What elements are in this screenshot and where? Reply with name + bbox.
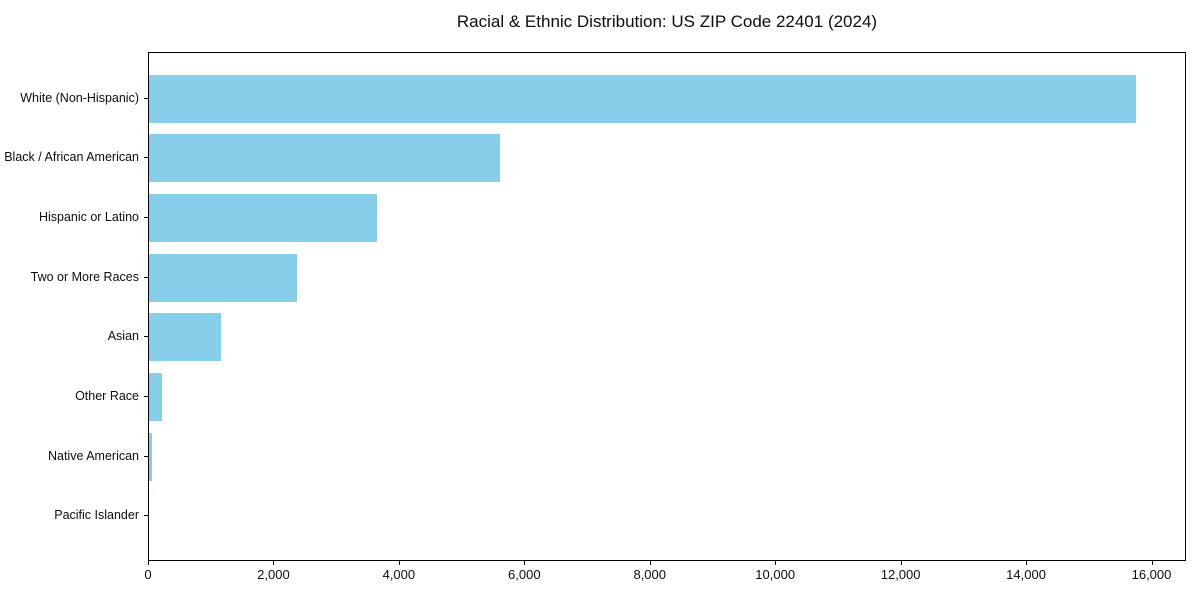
y-tick-mark xyxy=(144,97,148,99)
y-tick-mark xyxy=(144,157,148,159)
x-tick-label: 16,000 xyxy=(1131,567,1172,582)
x-tick-label: 4,000 xyxy=(382,567,416,582)
chart-title: Racial & Ethnic Distribution: US ZIP Cod… xyxy=(456,12,878,31)
y-tick-mark xyxy=(144,216,148,218)
y-axis-label: Black / African American xyxy=(4,150,139,165)
x-tick-label: 2,000 xyxy=(257,567,290,582)
x-tick-label: 0 xyxy=(144,567,152,582)
bar xyxy=(149,313,221,362)
y-tick-mark xyxy=(144,455,148,457)
x-tick-label: 14,000 xyxy=(1006,567,1046,582)
bar xyxy=(149,432,153,481)
y-tick-mark xyxy=(144,276,148,278)
x-tick-mark xyxy=(148,561,149,565)
y-axis-label: Hispanic or Latino xyxy=(38,209,139,224)
x-tick-mark xyxy=(1151,561,1153,565)
y-axis-label: Two or More Races xyxy=(30,269,139,284)
x-tick-label: 10,000 xyxy=(755,567,796,582)
x-tick-mark xyxy=(273,561,275,565)
y-axis-label: Other Race xyxy=(75,389,139,404)
bar xyxy=(149,134,500,183)
x-tick-mark xyxy=(649,561,651,565)
y-axis-label: White (Non-Hispanic) xyxy=(20,90,139,105)
y-tick-mark xyxy=(144,396,148,398)
bar xyxy=(149,193,378,242)
y-axis-label: Pacific Islander xyxy=(54,508,139,523)
bar xyxy=(149,373,162,422)
x-tick-label: 12,000 xyxy=(880,567,921,582)
x-tick-label: 6,000 xyxy=(508,567,541,582)
y-tick-mark xyxy=(144,336,148,338)
x-tick-mark xyxy=(398,561,400,565)
plot-area xyxy=(148,52,1186,561)
x-tick-mark xyxy=(900,561,902,565)
y-axis-label: Asian xyxy=(107,329,139,344)
x-tick-mark xyxy=(775,561,777,565)
bar xyxy=(149,74,1137,123)
y-axis-label: Native American xyxy=(47,448,139,463)
y-tick-mark xyxy=(144,515,148,517)
x-tick-label: 8,000 xyxy=(633,567,667,582)
x-tick-mark xyxy=(524,561,526,565)
x-tick-mark xyxy=(1026,561,1028,565)
bar xyxy=(149,253,297,302)
